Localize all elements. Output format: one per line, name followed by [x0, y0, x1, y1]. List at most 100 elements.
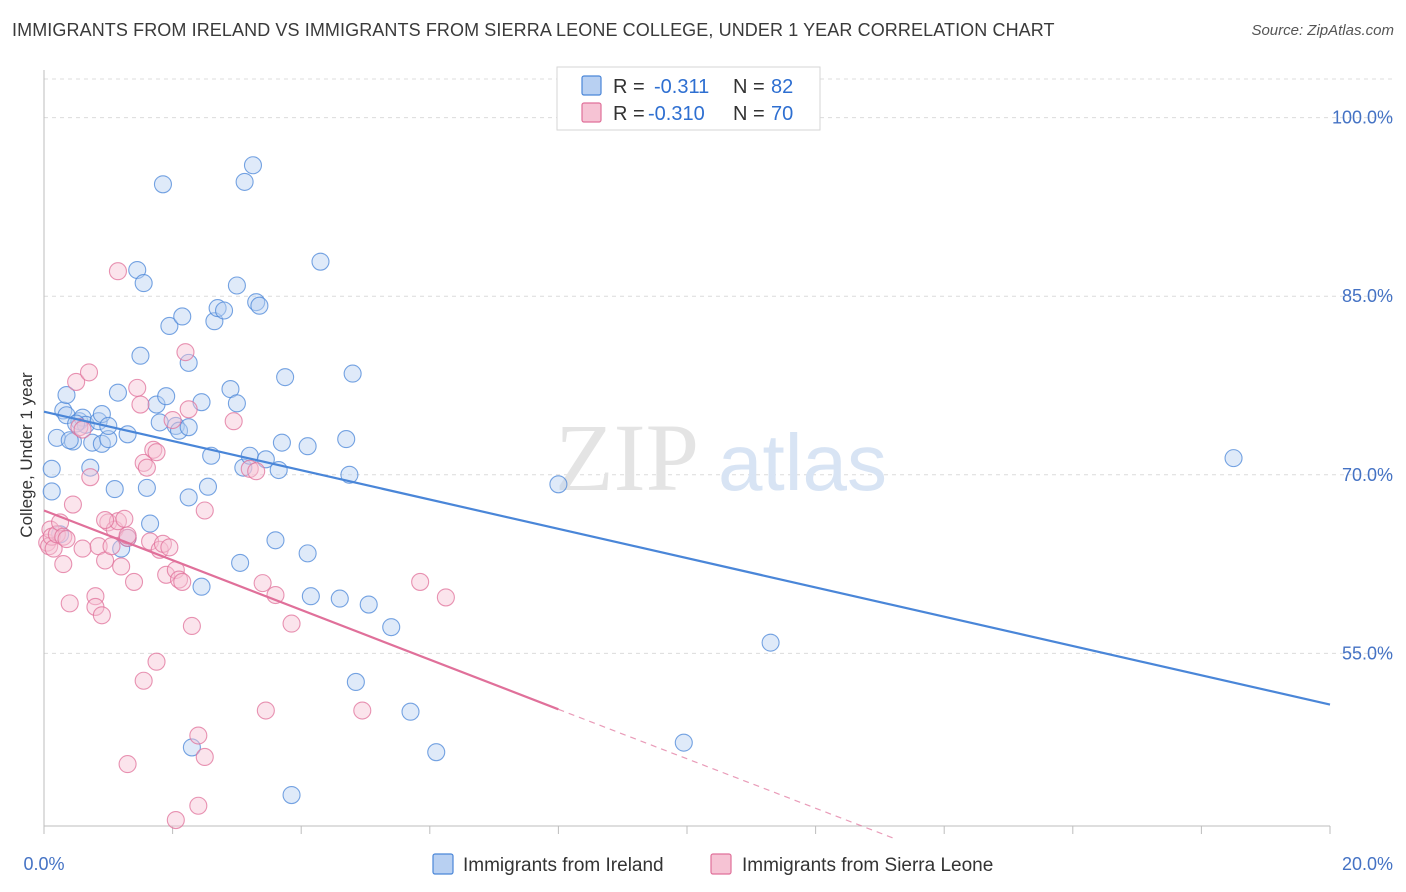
trend-lines [43, 410, 1331, 839]
ireland-point [276, 368, 295, 387]
watermark: ZIP atlas [555, 404, 887, 511]
ireland-point [359, 595, 378, 614]
sierra-leone-point [176, 343, 195, 362]
ireland-point [169, 421, 189, 440]
sierra-leone-point [86, 587, 105, 606]
y-tick-label: 55.0% [1342, 643, 1393, 663]
ireland-point [298, 544, 317, 563]
ireland-point [346, 672, 365, 691]
sierra-leone-point [189, 796, 208, 815]
sierra-leone-point [147, 652, 166, 671]
sierra-leone-point [57, 530, 76, 549]
ireland-point [247, 293, 266, 312]
sierra-leone-point [163, 410, 182, 430]
ireland-point [298, 437, 317, 456]
sierra-leone-point [131, 395, 150, 414]
sierra-leone-point [182, 616, 201, 636]
x-tick-label: 20.0% [1342, 854, 1393, 874]
ireland-point [141, 514, 160, 533]
stats-n-value-ireland: 82 [771, 76, 793, 98]
ireland-point [134, 274, 153, 293]
stats-r-value-sierra-leone: -0.310 [648, 103, 705, 125]
sierra-leone-point [189, 726, 208, 745]
ireland-point [227, 276, 246, 295]
sierra-leone-point [44, 539, 63, 558]
sierra-leone-trend-extension [558, 708, 893, 839]
sierra-leone-point [195, 501, 214, 520]
ireland-point [105, 480, 124, 499]
sierra-leone-point [81, 468, 100, 487]
sierra-leone-point [166, 810, 185, 830]
ireland-point [282, 785, 301, 805]
ireland-point [231, 553, 250, 572]
ireland-point [761, 633, 780, 652]
legend-label-sierra-leone: Immigrants from Sierra Leone [742, 855, 993, 876]
sierra-leone-point [179, 400, 198, 419]
stats-n-label: N = [733, 76, 765, 98]
watermark-zip: ZIP [555, 404, 699, 511]
sierra-leone-point [160, 538, 179, 557]
sierra-leone-point [195, 747, 214, 766]
ireland-point [1224, 449, 1243, 468]
sierra-leone-point [102, 537, 121, 556]
ireland-point [227, 394, 246, 413]
sierra-leone-point [173, 572, 192, 591]
ireland-point [301, 587, 320, 606]
stats-legend-swatch-sierra-leone [581, 102, 602, 123]
y-tick-label: 100.0% [1332, 108, 1393, 128]
stats-r-label: R = [613, 103, 645, 125]
ireland-point [160, 316, 179, 336]
ireland-point [340, 465, 359, 484]
ireland-point [198, 477, 218, 496]
sierra-leone-point [124, 572, 144, 591]
sierra-leone-trend-line [43, 509, 559, 711]
ireland-point [173, 307, 192, 326]
sierra-leone-point [134, 671, 153, 690]
stats-n-value-sierra-leone: 70 [771, 103, 793, 125]
sierra-leone-point [92, 606, 111, 625]
ireland-point [382, 618, 401, 637]
sierra-leone-point [96, 510, 115, 530]
sierra-leone-point [137, 458, 156, 477]
series-ireland-points [42, 156, 1243, 805]
ireland-point [60, 431, 79, 450]
ireland-point [182, 738, 201, 757]
legend-swatch-ireland [432, 853, 454, 875]
ireland-point [179, 418, 198, 437]
sierra-leone-point [112, 557, 131, 576]
sierra-leone-point [169, 570, 189, 589]
sierra-leone-point [144, 440, 163, 459]
legend-swatch-sierra-leone [710, 853, 732, 875]
ireland-point [179, 353, 198, 372]
ireland-point [674, 733, 693, 752]
stats-legend: R = -0.311 N = 82 R = -0.310 N = 70 [556, 66, 821, 131]
source-credit: Source: ZipAtlas.com [1251, 22, 1394, 39]
sierra-leone-point [73, 539, 92, 558]
ireland-point [401, 702, 420, 721]
axes [43, 70, 1331, 834]
sierra-leone-point [67, 372, 86, 391]
ireland-point [235, 172, 254, 191]
sierra-leone-point [256, 701, 275, 720]
ireland-point [57, 385, 76, 405]
sierra-leone-point [63, 495, 82, 514]
ireland-point [42, 459, 61, 478]
sierra-leone-point [108, 262, 127, 281]
y-tick-label: 85.0% [1342, 286, 1393, 306]
ireland-point [549, 475, 568, 494]
stats-n-label: N = [733, 103, 765, 125]
y-tick-label: 70.0% [1342, 465, 1393, 485]
ireland-trend-line [43, 410, 1331, 706]
sierra-leone-point [54, 527, 73, 546]
ireland-point [214, 301, 234, 320]
ireland-point [343, 364, 362, 383]
ireland-point [427, 743, 446, 762]
x-tick-label: 0.0% [23, 854, 64, 874]
ireland-point [330, 589, 349, 608]
ireland-point [42, 482, 61, 501]
ireland-point [81, 458, 100, 477]
stats-r-value-ireland: -0.311 [654, 76, 709, 98]
sierra-leone-point [411, 572, 430, 591]
sierra-leone-point [60, 594, 79, 613]
ireland-point [108, 383, 127, 402]
